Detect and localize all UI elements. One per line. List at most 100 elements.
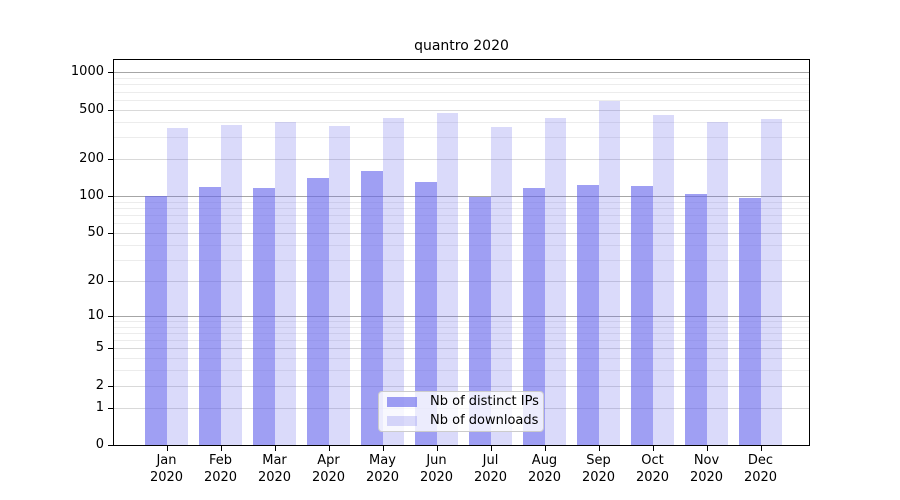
- bar-dec-distinct-ips: [739, 198, 761, 445]
- legend: Nb of distinct IPs Nb of downloads: [378, 391, 544, 432]
- x-tick-mark-dec: [760, 446, 762, 451]
- gridline-20: [114, 280, 809, 282]
- gridline-40: [114, 244, 809, 246]
- bar-nov-distinct-ips: [685, 193, 707, 445]
- legend-label-downloads: Nb of downloads: [430, 413, 539, 428]
- y-tick-mark-2: [108, 385, 113, 387]
- plot-area: [113, 59, 810, 446]
- y-tick-label-10: 10: [87, 307, 104, 323]
- gridline-6: [114, 340, 809, 341]
- bar-may-downloads: [382, 118, 404, 445]
- gridline-30: [114, 259, 809, 261]
- x-tick-mark-apr: [328, 446, 330, 451]
- bar-aug-downloads: [544, 118, 566, 445]
- y-tick-label-0: 0: [95, 437, 104, 452]
- x-tick-mark-mar: [274, 446, 276, 451]
- legend-row-downloads: Nb of downloads: [387, 413, 543, 429]
- bar-jun-distinct-ips: [415, 182, 437, 445]
- x-tick-label-jan: Jan 2020: [149, 453, 184, 485]
- bar-feb-distinct-ips: [199, 187, 221, 445]
- gridline-2: [114, 385, 809, 387]
- bar-sep-downloads: [598, 101, 620, 445]
- bar-mar-distinct-ips: [253, 188, 275, 445]
- bar-nov-downloads: [706, 121, 728, 445]
- bar-jul-distinct-ips: [469, 197, 491, 445]
- y-tick-mark-200: [108, 158, 113, 160]
- legend-swatch-distinct-ips: [387, 397, 417, 407]
- gridline-100: [114, 196, 809, 198]
- bar-jun-downloads: [436, 113, 458, 445]
- gridline-4: [114, 358, 809, 360]
- gridline-10: [114, 315, 809, 317]
- bar-mar-downloads: [274, 121, 296, 445]
- gridline-700: [114, 91, 809, 93]
- y-tick-mark-50: [108, 232, 113, 234]
- x-tick-mark-jun: [436, 446, 438, 451]
- bar-oct-downloads: [652, 115, 674, 445]
- y-tick-label-2: 2: [95, 377, 104, 393]
- bar-jan-distinct-ips: [145, 196, 167, 445]
- gridline-400: [114, 121, 809, 123]
- y-tick-mark-0: [108, 445, 113, 446]
- bar-may-distinct-ips: [361, 170, 383, 445]
- gridline-200: [114, 158, 809, 160]
- legend-swatch-downloads: [387, 416, 417, 426]
- y-tick-label-500: 500: [79, 101, 104, 117]
- x-tick-label-may: May 2020: [365, 453, 400, 485]
- x-tick-mark-aug: [544, 446, 546, 451]
- bar-apr-downloads: [328, 125, 350, 445]
- x-tick-label-jun: Jun 2020: [419, 453, 454, 485]
- y-tick-mark-100: [108, 196, 113, 198]
- y-tick-mark-10: [108, 315, 113, 317]
- gridline-1000: [114, 72, 809, 74]
- gridline-300: [114, 137, 809, 139]
- bar-oct-distinct-ips: [631, 186, 653, 445]
- legend-label-distinct-ips: Nb of distinct IPs: [430, 394, 539, 409]
- x-tick-mark-oct: [652, 446, 654, 451]
- gridline-3: [114, 370, 809, 372]
- gridline-80: [114, 208, 809, 209]
- y-tick-label-5: 5: [95, 340, 104, 356]
- bar-aug-distinct-ips: [523, 187, 545, 445]
- gridline-5: [114, 348, 809, 350]
- y-tick-label-50: 50: [87, 224, 104, 240]
- bar-feb-downloads: [220, 125, 242, 445]
- gridline-500: [114, 109, 809, 111]
- gridline-8: [114, 326, 809, 328]
- y-tick-mark-500: [108, 109, 113, 111]
- x-tick-mark-jan: [166, 446, 168, 451]
- x-tick-mark-jul: [490, 446, 492, 451]
- gridline-90: [114, 201, 809, 203]
- x-tick-mark-sep: [598, 446, 600, 451]
- x-tick-label-nov: Nov 2020: [689, 453, 724, 485]
- bar-dec-downloads: [760, 119, 782, 445]
- x-tick-label-aug: Aug 2020: [527, 453, 562, 485]
- x-tick-mark-may: [382, 446, 384, 451]
- gridline-800: [114, 84, 809, 86]
- gridline-7: [114, 332, 809, 334]
- bar-jul-downloads: [490, 126, 512, 445]
- gridline-600: [114, 99, 809, 101]
- y-tick-mark-1000: [108, 72, 113, 74]
- y-tick-label-20: 20: [87, 272, 104, 288]
- x-tick-label-mar: Mar 2020: [257, 453, 292, 485]
- y-tick-mark-5: [108, 348, 113, 350]
- gridline-900: [114, 78, 809, 79]
- y-tick-label-100: 100: [79, 188, 104, 204]
- x-tick-label-sep: Sep 2020: [581, 453, 616, 485]
- x-tick-label-dec: Dec 2020: [743, 453, 778, 485]
- gridline-70: [114, 215, 809, 217]
- y-tick-label-200: 200: [79, 150, 104, 166]
- y-tick-mark-1: [108, 407, 113, 409]
- bar-apr-distinct-ips: [307, 177, 329, 445]
- legend-row-distinct-ips: Nb of distinct IPs: [387, 394, 543, 410]
- y-tick-label-1: 1: [95, 399, 104, 415]
- bar-jan-downloads: [166, 128, 188, 445]
- gridline-9: [114, 320, 809, 322]
- y-tick-mark-20: [108, 280, 113, 282]
- x-tick-mark-nov: [706, 446, 708, 451]
- chart-title: quantro 2020: [414, 38, 509, 54]
- gridline-60: [114, 223, 809, 225]
- x-tick-label-jul: Jul 2020: [473, 453, 508, 485]
